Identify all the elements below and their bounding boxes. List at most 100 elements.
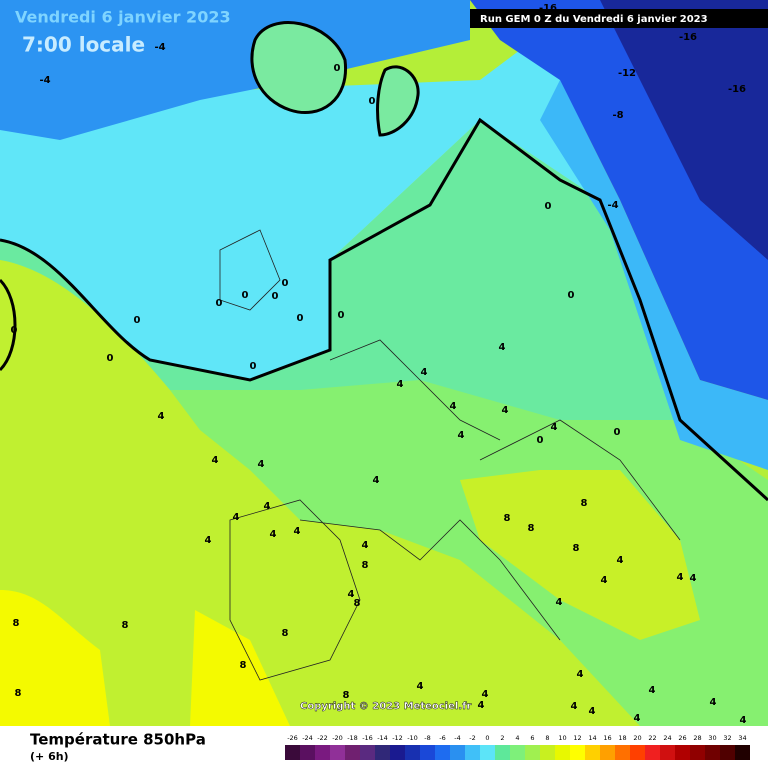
contour-label: 4 <box>690 573 697 584</box>
colorbar-tick-label: 32 <box>723 734 731 742</box>
contour-label: 4 <box>294 526 301 537</box>
field-label: Température 850hPa <box>30 731 206 749</box>
colorbar-tick-label: 10 <box>558 734 566 742</box>
contour-label: -16 <box>539 3 557 14</box>
colorbar-swatch <box>390 745 405 760</box>
contour-label: 0 <box>568 290 575 301</box>
contour-label: 4 <box>482 689 489 700</box>
contour-label: 4 <box>450 401 457 412</box>
colorbar-tick-label: -4 <box>454 734 460 742</box>
colorbar-tick-label: -16 <box>362 734 373 742</box>
colorbar-swatch <box>660 745 675 760</box>
colorbar-swatch <box>450 745 465 760</box>
contour-label: 4 <box>740 715 747 726</box>
colorbar-tick-label: 12 <box>573 734 581 742</box>
contour-label: 8 <box>581 498 588 509</box>
colorbar-swatch <box>630 745 645 760</box>
colorbar-tick-label: 34 <box>738 734 746 742</box>
contour-label: 4 <box>270 529 277 540</box>
contour-label: 0 <box>369 96 376 107</box>
contour-label: 4 <box>634 713 641 724</box>
colorbar-swatch <box>645 745 660 760</box>
contour-label: 4 <box>589 706 596 717</box>
contour-label: 4 <box>205 535 212 546</box>
navy-zone <box>600 0 768 260</box>
contour-label: 4 <box>212 455 219 466</box>
colorbar-swatch <box>570 745 585 760</box>
colorbar-tick-label: -26 <box>287 734 298 742</box>
isotherm-island <box>376 65 420 137</box>
borders <box>219 229 681 681</box>
contour-label: 0 <box>250 361 257 372</box>
colorbar-tick-label: 26 <box>678 734 686 742</box>
colorbar-swatch <box>540 745 555 760</box>
contour-label: 0 <box>334 63 341 74</box>
contour-label: 4 <box>601 575 608 586</box>
colorbar-tick-label: -10 <box>407 734 418 742</box>
time-label: 7:00 locale <box>22 33 145 57</box>
colorbar-swatch <box>345 745 360 760</box>
colorbar-tick-label: -24 <box>302 734 313 742</box>
contour-label: 4 <box>556 597 563 608</box>
contour-label: 4 <box>551 422 558 433</box>
contour-label: 0 <box>242 290 249 301</box>
contour-label: 8 <box>13 618 20 629</box>
colorbar-tick-label: 8 <box>545 734 549 742</box>
colorbar-tick-label: -2 <box>469 734 475 742</box>
date-label: Vendredi 6 janvier 2023 <box>15 8 231 27</box>
isotherm-island <box>250 21 348 115</box>
contour-label: 4 <box>397 379 404 390</box>
colorbar-swatch <box>600 745 615 760</box>
colorbar-tick-label: -12 <box>392 734 403 742</box>
contour-label: 0 <box>338 310 345 321</box>
colorbar-tick-label: -20 <box>332 734 343 742</box>
colorbar-tick-label: -8 <box>424 734 430 742</box>
contour-label: 0 <box>537 435 544 446</box>
contour-label: 8 <box>362 560 369 571</box>
colorbar-tick-label: 6 <box>530 734 534 742</box>
contour-label: 4 <box>421 367 428 378</box>
contour-label: 8 <box>504 513 511 524</box>
contour-label: 4 <box>502 405 509 416</box>
colorbar-tick-label: 24 <box>663 734 671 742</box>
colorbar-swatch <box>735 745 750 760</box>
contour-label: 8 <box>528 523 535 534</box>
colorbar-swatch <box>480 745 495 760</box>
contour-label: 4 <box>617 555 624 566</box>
contour-label: -16 <box>728 84 746 95</box>
contour-label: -16 <box>679 32 697 43</box>
yellow-zone <box>0 590 290 726</box>
colorbar-swatch <box>585 745 600 760</box>
contour-label: 4 <box>571 701 578 712</box>
lime-east <box>460 470 700 640</box>
colorbar-swatch <box>675 745 690 760</box>
contour-label: 4 <box>577 669 584 680</box>
colorbar-tick-label: 30 <box>708 734 716 742</box>
contour-label: 8 <box>282 628 289 639</box>
contour-label: -4 <box>607 200 618 211</box>
contour-label: 0 <box>11 325 18 336</box>
contour-label: 8 <box>15 688 22 699</box>
contour-label: 4 <box>258 459 265 470</box>
colorbar-swatch <box>420 745 435 760</box>
colorbar-tick-label: -18 <box>347 734 358 742</box>
contour-label: 0 <box>134 315 141 326</box>
contour-label: 0 <box>107 353 114 364</box>
contour-label: 4 <box>499 342 506 353</box>
light-green-zone <box>0 120 680 420</box>
blue-cyan-zone <box>540 80 768 470</box>
contour-label: -4 <box>154 42 165 53</box>
colorbar-swatch <box>525 745 540 760</box>
colorbar-swatch <box>690 745 705 760</box>
colorbar-swatch <box>405 745 420 760</box>
blue-zone <box>0 0 470 140</box>
contour-label: -12 <box>618 68 636 79</box>
contour-label: 4 <box>348 589 355 600</box>
contour-label: 4 <box>649 685 656 696</box>
colorbar-swatch <box>360 745 375 760</box>
colorbar-tick-label: 14 <box>588 734 596 742</box>
colorbar-swatch <box>330 745 345 760</box>
contour-label: 0 <box>614 427 621 438</box>
colorbar-swatch <box>435 745 450 760</box>
contour-label: 4 <box>677 572 684 583</box>
